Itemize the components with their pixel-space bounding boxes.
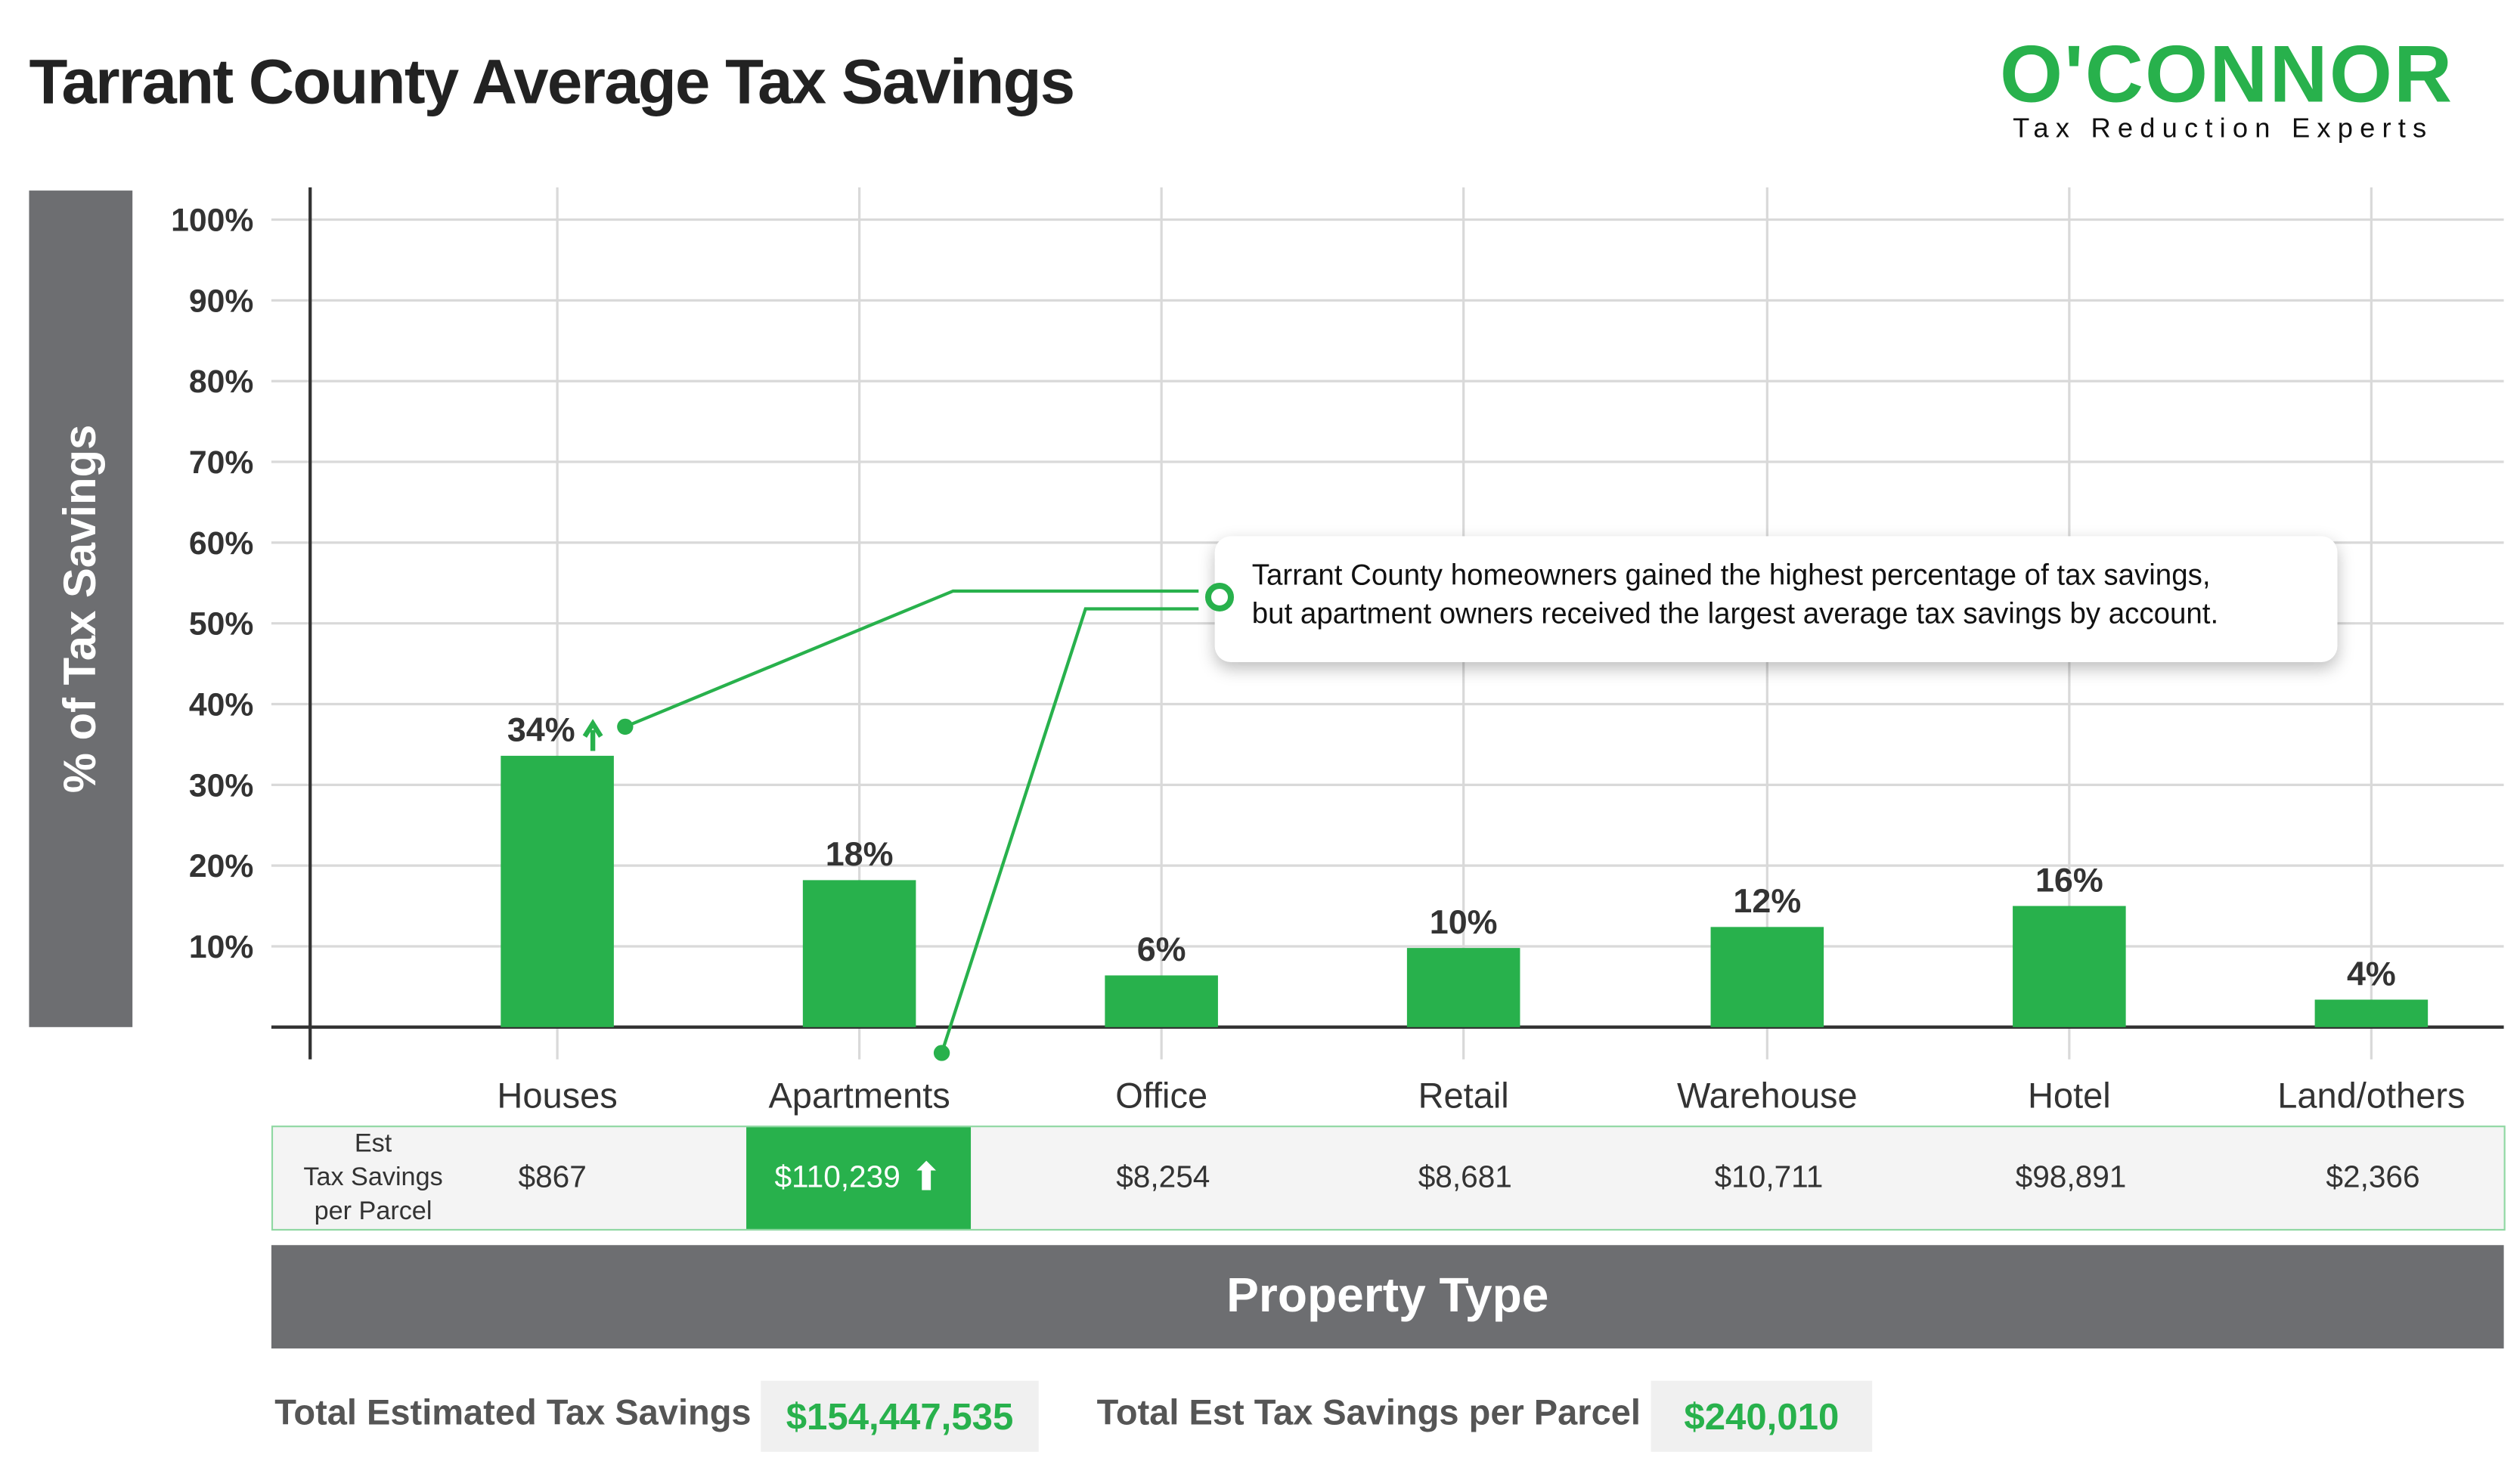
bar-retail [1406, 948, 1520, 1027]
y-tick-label: 30% [189, 767, 254, 803]
bar-hotel [2013, 906, 2126, 1027]
y-axis-label-box: % of Tax Savings [29, 190, 133, 1027]
x-tick-label: Land/others [2277, 1076, 2465, 1116]
table-cell-value: $8,681 [1418, 1160, 1512, 1194]
y-tick-label: 90% [189, 283, 254, 319]
data-label: 18% [826, 834, 894, 873]
y-tick-label: 20% [189, 848, 254, 884]
table-cell-value: $867 [518, 1160, 587, 1194]
data-label: 4% [2347, 954, 2396, 992]
table-cell: $110,239 ⬆ [746, 1127, 972, 1229]
row-label-line: Tax Savings [303, 1164, 443, 1192]
table-cell: $98,891 [1957, 1127, 2184, 1229]
table-cell-value: $10,711 [1714, 1160, 1824, 1194]
oconnor-logo: O'CONNOR Tax Reduction Experts [2000, 29, 2507, 151]
y-tick-label: 40% [189, 686, 254, 723]
page-title: Tarrant County Average Tax Savings [29, 48, 1075, 118]
total-savings-label: Total Estimated Tax Savings [274, 1392, 752, 1433]
x-tick-label: Hotel [2028, 1076, 2111, 1116]
data-label: 12% [1733, 881, 1801, 920]
bar-office [1105, 975, 1218, 1027]
data-label: 10% [1430, 903, 1498, 941]
data-label: 34% [507, 711, 575, 749]
x-tick-label: Office [1115, 1076, 1207, 1116]
y-tick-label: 70% [189, 444, 254, 481]
leader-dot [933, 1045, 950, 1061]
data-label: 6% [1137, 930, 1186, 968]
y-tick-label: 80% [189, 364, 254, 400]
row-label-line: per Parcel [314, 1198, 432, 1226]
bar-landothers [2314, 999, 2429, 1027]
annotation-line-2: but apartment owners received the larges… [1251, 597, 2219, 630]
bar-chart: 10% 20% 30% 40% 50% 60% 70% 80% 90% 100% 34% Houses… [171, 187, 2504, 1116]
total-per-parcel-value: $240,010 [1651, 1380, 1873, 1452]
table-cell-value: $2,366 [2326, 1160, 2420, 1194]
table-cell-value: $110,239 [774, 1160, 900, 1194]
leader-dot [617, 718, 634, 735]
logo-wordmark: O'CONNOR [1999, 29, 2454, 120]
leader-line [940, 607, 1199, 1054]
bar-houses [501, 755, 614, 1027]
x-tick-label: Houses [497, 1076, 617, 1116]
x-tick-label: Apartments [768, 1076, 950, 1116]
y-tick-label: 50% [189, 606, 254, 642]
x-axis-title-band: Property Type [271, 1245, 2504, 1348]
annotation-callout: Tarrant County homeowners gained the hig… [1214, 536, 2338, 662]
y-tick-label: 100% [171, 203, 253, 239]
logo-tagline: Tax Reduction Experts [2013, 113, 2434, 144]
table-cell: $8,681 [1352, 1127, 1578, 1229]
annotation-line-1: Tarrant County homeowners gained the hig… [1251, 559, 2211, 591]
table-cell: $10,711 [1656, 1127, 1882, 1229]
data-label: 16% [2035, 860, 2103, 899]
total-savings-value: $154,447,535 [761, 1380, 1039, 1452]
table-cell-value: $98,891 [2015, 1160, 2127, 1194]
bar-apartments [802, 880, 916, 1027]
row-label-line: Est [354, 1130, 392, 1158]
table-cell-value: $8,254 [1116, 1160, 1210, 1194]
total-per-parcel-label: Total Est Tax Savings per Parcel [1096, 1392, 1641, 1433]
y-tick-label: 60% [189, 525, 254, 562]
up-arrow-icon: ⬆ [910, 1156, 943, 1200]
up-arrow-icon [582, 719, 603, 751]
table-cell: $867 [439, 1127, 665, 1229]
savings-per-parcel-table: Est Tax Savings per Parcel $867 $110,239 … [271, 1125, 2506, 1231]
y-tick-label: 10% [189, 929, 254, 965]
bar-warehouse [1710, 927, 1824, 1027]
callout-anchor-circle [1205, 583, 1234, 612]
leader-line [625, 589, 1199, 729]
x-tick-label: Retail [1418, 1076, 1509, 1116]
x-tick-label: Warehouse [1677, 1076, 1858, 1116]
table-cell: $2,366 [2260, 1127, 2486, 1229]
table-cell: $8,254 [1050, 1127, 1276, 1229]
row-label: Est Tax Savings per Parcel [273, 1127, 473, 1229]
